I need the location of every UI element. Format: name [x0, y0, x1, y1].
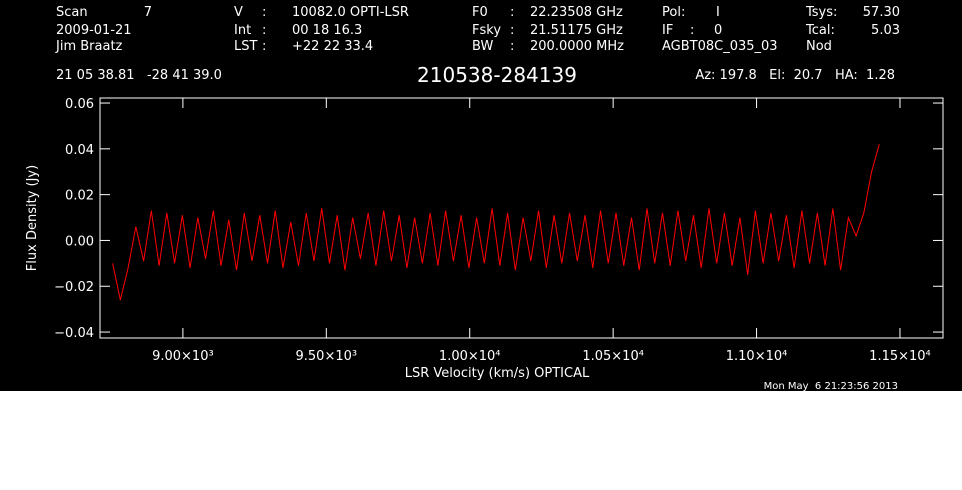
header-field: Tcal:: [805, 23, 835, 38]
header-field: LST: [234, 39, 257, 54]
x-tick-label: 1.10×10⁴: [726, 349, 788, 364]
header-field: I: [716, 5, 720, 20]
timestamp: Mon May 6 21:23:56 2013: [764, 381, 898, 392]
header-field: Tsys:: [805, 5, 837, 20]
y-tick-label: 0.04: [65, 143, 94, 158]
y-tick-label: 0.06: [65, 97, 94, 112]
header-field: 10082.0 OPTI-LSR: [292, 5, 409, 20]
header-field: :: [262, 39, 266, 54]
y-axis-label: Flux Density (Jy): [25, 165, 40, 271]
header-field: :: [690, 23, 694, 38]
header-field: :: [262, 5, 266, 20]
header-field: Jim Braatz: [55, 39, 123, 54]
y-tick-label: −0.04: [54, 326, 94, 341]
header-field: V: [234, 5, 243, 20]
header-field: Fsky: [472, 23, 501, 38]
header-field: 200.0000 MHz: [530, 39, 624, 54]
y-tick-label: 0.00: [65, 234, 94, 249]
header-field: 0: [714, 23, 722, 38]
x-axis-label: LSR Velocity (km/s) OPTICAL: [405, 366, 590, 381]
header-field: Nod: [806, 39, 832, 54]
y-tick-label: 0.02: [65, 189, 94, 204]
header-field: Scan: [56, 5, 88, 20]
x-tick-label: 1.05×10⁴: [582, 349, 644, 364]
header-field: :: [510, 5, 514, 20]
header-field: :: [510, 23, 514, 38]
x-tick-label: 1.00×10⁴: [439, 349, 501, 364]
plot-background: [0, 0, 962, 391]
header-field: Pol:: [662, 5, 685, 20]
header-field: F0: [472, 5, 488, 20]
coords: 21 05 38.81 -28 41 39.0: [56, 68, 222, 83]
header-field: AGBT08C_035_03: [662, 39, 778, 54]
plot-frame: [99, 97, 944, 339]
header-field: 22.23508 GHz: [530, 5, 623, 20]
header-field: BW: [472, 39, 493, 54]
header-field: Int: [234, 23, 251, 38]
header-field: 2009-01-21: [56, 23, 132, 38]
spectrum-line: [112, 144, 880, 301]
x-tick-label: 9.50×10³: [296, 349, 358, 364]
header-field: +22 22 33.4: [292, 39, 373, 54]
x-tick-label: 9.00×10³: [152, 349, 214, 364]
header-field: :: [262, 23, 266, 38]
y-tick-label: −0.02: [54, 280, 94, 295]
header-field: :: [510, 39, 514, 54]
header-field: 00 18 16.3: [292, 23, 362, 38]
header-field: 7: [144, 5, 152, 20]
source-name: 210538-284139: [417, 63, 577, 87]
header-field: 57.30: [863, 5, 900, 20]
header-field: IF: [662, 23, 673, 38]
pointing: Az: 197.8 El: 20.7 HA: 1.28: [695, 68, 895, 83]
header-field: 5.03: [871, 23, 900, 38]
header-field: 21.51175 GHz: [530, 23, 623, 38]
x-tick-label: 1.15×10⁴: [869, 349, 931, 364]
